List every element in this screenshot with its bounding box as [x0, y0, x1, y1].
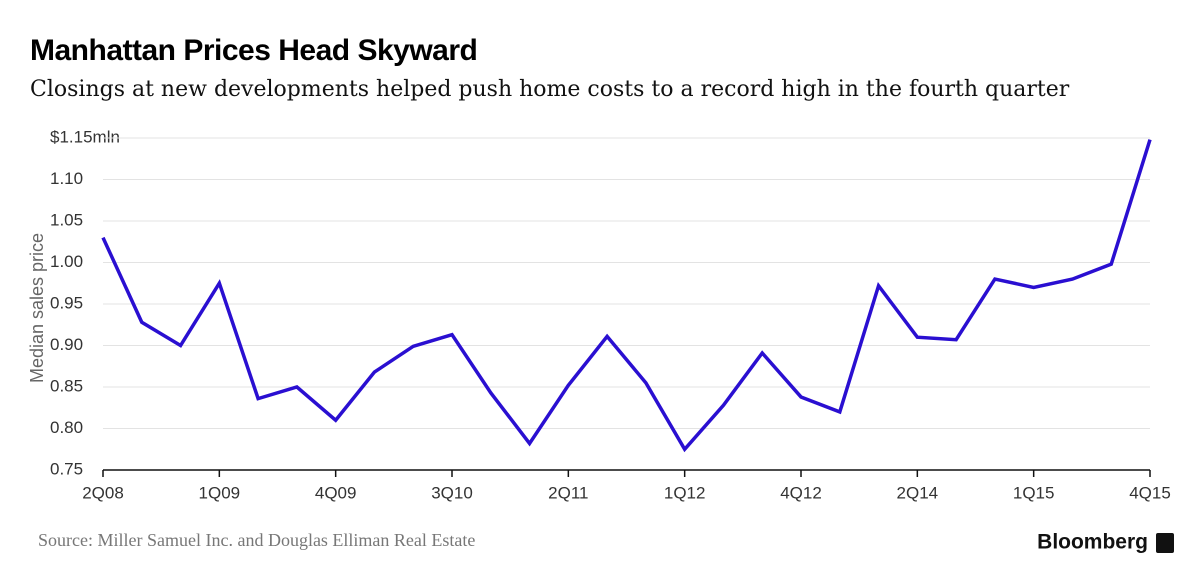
- y-tick-label: 0.95: [50, 293, 83, 312]
- chart-title: Manhattan Prices Head Skyward: [30, 34, 477, 67]
- chart-subtitle: Closings at new developments helped push…: [30, 77, 1070, 102]
- y-axis-label: Median sales price: [27, 233, 47, 383]
- x-tick-label: 4Q12: [780, 483, 822, 502]
- brand: Bloomberg: [1037, 531, 1148, 554]
- y-tick-label: 1.10: [50, 169, 83, 188]
- source: Source: Miller Samuel Inc. and Douglas E…: [38, 530, 475, 550]
- x-tick-label: 3Q10: [431, 483, 473, 502]
- x-tick-label: 2Q14: [897, 483, 939, 502]
- y-tick-label: 1.00: [50, 252, 83, 271]
- brand-icon: [1156, 533, 1174, 553]
- x-tick-label: 1Q15: [1013, 483, 1055, 502]
- y-tick-label: 0.75: [50, 459, 83, 478]
- y-tick-label: 0.85: [50, 376, 83, 395]
- y-tick-label: 0.80: [50, 418, 83, 437]
- x-tick-label: 4Q09: [315, 483, 357, 502]
- x-tick-label: 1Q09: [199, 483, 241, 502]
- x-tick-label: 1Q12: [664, 483, 706, 502]
- line: [101, 139, 1152, 453]
- x-tick-label: 4Q15: [1129, 483, 1171, 502]
- x-tick-label: 2Q11: [548, 483, 588, 502]
- y-tick-label: 0.90: [50, 335, 83, 354]
- y-tick-label: 1.05: [50, 210, 83, 229]
- y-tick-label: $1.15mln: [50, 127, 120, 146]
- x-tick-label: 2Q08: [82, 483, 124, 502]
